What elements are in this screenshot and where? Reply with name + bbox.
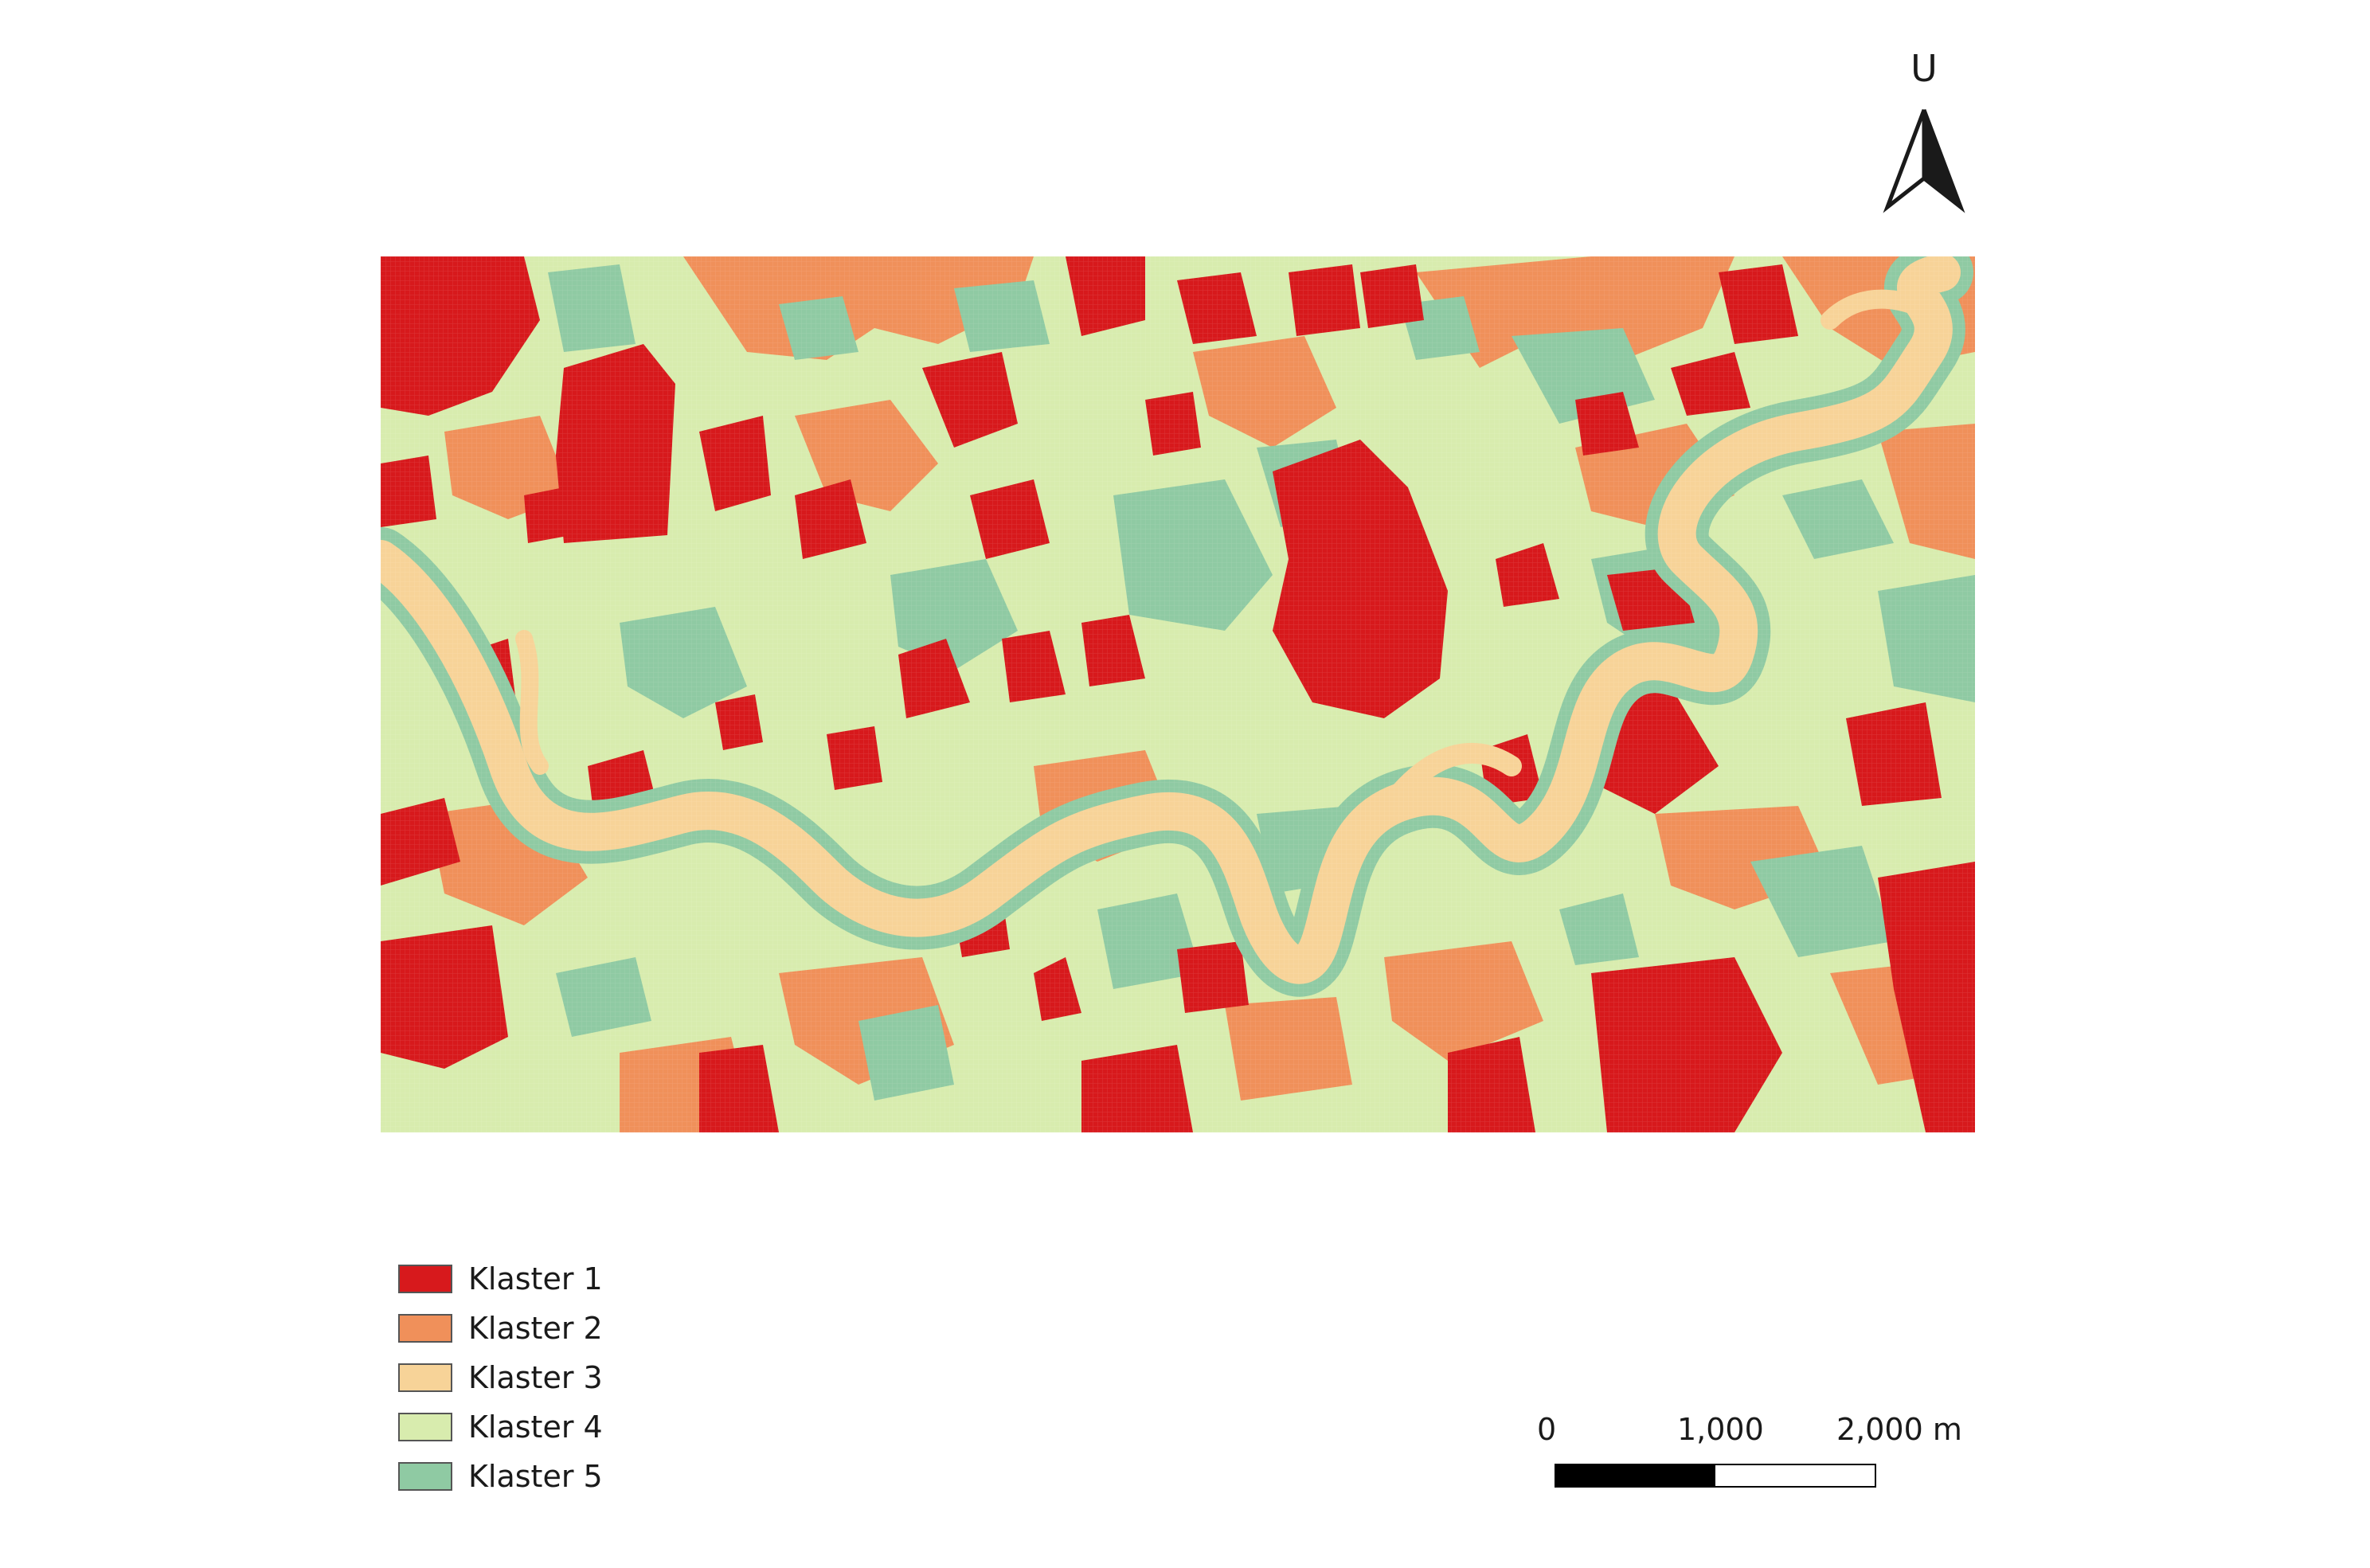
scale-label-max: 2,000 m: [1836, 1412, 1962, 1447]
legend: Klaster 1 Klaster 2 Klaster 3 Klaster 4 …: [398, 1260, 765, 1507]
legend-item-klaster-1: Klaster 1: [398, 1260, 765, 1309]
scale-label-zero: 0: [1537, 1412, 1557, 1447]
scale-bar: 0 1,000 2,000 m: [1537, 1411, 1967, 1499]
north-label: U: [1910, 47, 1938, 90]
legend-label: Klaster 3: [468, 1360, 603, 1395]
cluster-map[interactable]: [381, 256, 1975, 1132]
legend-item-klaster-3: Klaster 3: [398, 1359, 765, 1408]
north-arrow-icon: [1883, 109, 1965, 213]
scale-segment-black: [1556, 1465, 1715, 1486]
scale-label-mid: 1,000: [1677, 1412, 1764, 1447]
legend-label: Klaster 4: [468, 1410, 603, 1445]
legend-label: Klaster 5: [468, 1459, 603, 1494]
north-arrow: U: [1876, 46, 1972, 215]
legend-item-klaster-2: Klaster 2: [398, 1309, 765, 1359]
legend-swatch: [398, 1265, 452, 1293]
legend-label: Klaster 1: [468, 1261, 603, 1296]
legend-swatch: [398, 1314, 452, 1343]
scale-segment-white: [1715, 1465, 1875, 1486]
legend-item-klaster-5: Klaster 5: [398, 1457, 765, 1507]
scale-bar-graphic: [1555, 1464, 1876, 1488]
legend-swatch: [398, 1462, 452, 1491]
legend-swatch: [398, 1413, 452, 1441]
cluster-raster: [381, 256, 1975, 1132]
legend-item-klaster-4: Klaster 4: [398, 1408, 765, 1457]
legend-swatch: [398, 1363, 452, 1392]
legend-label: Klaster 2: [468, 1311, 603, 1346]
